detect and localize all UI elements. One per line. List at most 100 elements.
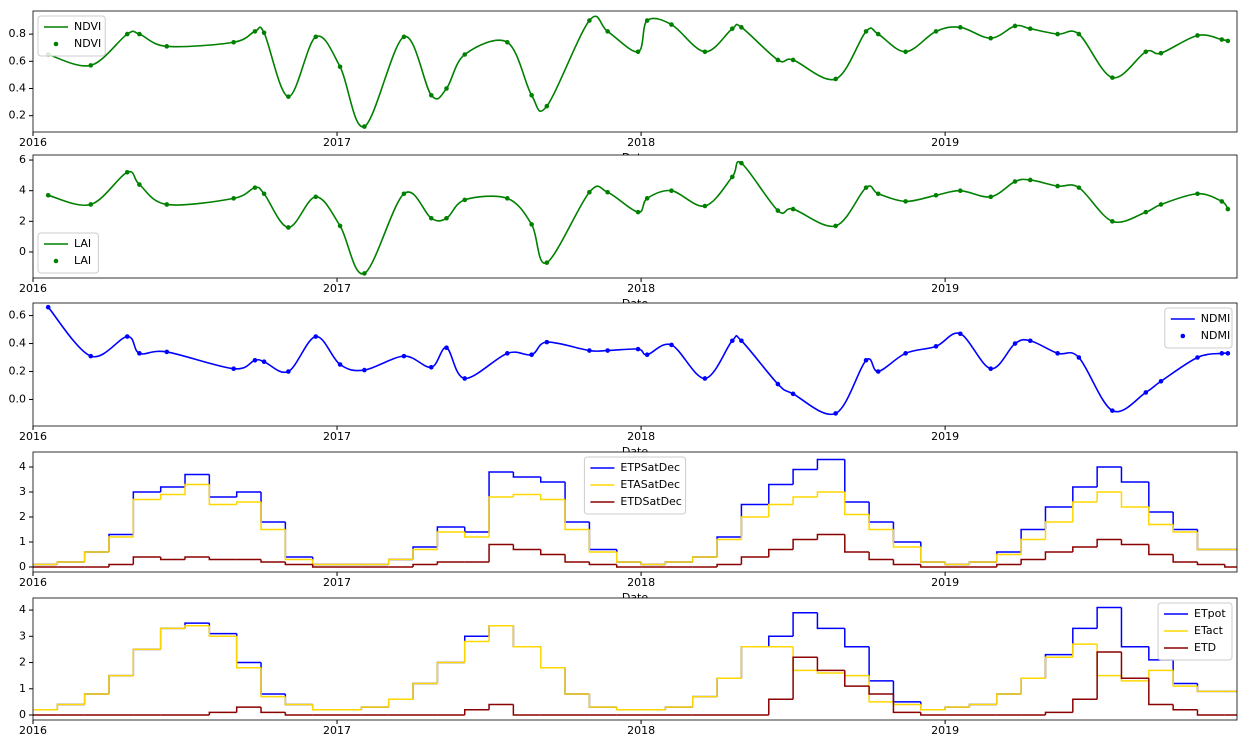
- step-segment: [512, 493, 541, 497]
- plot-area: [45, 160, 1231, 276]
- step-segment: [892, 694, 921, 714]
- step-segment: [184, 473, 210, 487]
- data-point: [863, 29, 869, 34]
- data-point: [45, 192, 51, 198]
- step-segment: [132, 556, 161, 565]
- step-segment: [1172, 524, 1198, 533]
- legend-box: [583, 456, 687, 515]
- y-tick-label: 0.6: [9, 54, 27, 67]
- x-tick-label: 2018: [627, 430, 655, 443]
- x-tick-label: 2017: [323, 430, 351, 443]
- data-point: [164, 44, 170, 49]
- data-point: [775, 381, 781, 387]
- legend-label: NDMI: [1201, 312, 1230, 325]
- step-segment: [412, 548, 438, 560]
- data-point: [462, 197, 468, 203]
- data-point: [702, 203, 708, 209]
- step-segment: [387, 698, 414, 708]
- x-tick-label: 2017: [323, 576, 351, 589]
- panel-frame: [32, 597, 1238, 721]
- step-segment: [235, 706, 262, 713]
- y-tick-label: 4: [19, 603, 26, 616]
- x-tick-label: 2016: [19, 136, 47, 149]
- step-segment: [436, 561, 465, 565]
- step-segment: [132, 498, 161, 537]
- step-segment: [260, 559, 286, 563]
- data-point: [231, 39, 236, 45]
- data-line: [47, 306, 1228, 416]
- step-segment: [1096, 466, 1122, 487]
- step-segment: [1120, 467, 1149, 483]
- legend-label: ETD: [1194, 641, 1216, 654]
- step-segment: [1020, 558, 1046, 565]
- step-segment: [768, 548, 794, 557]
- step-segment: [588, 562, 617, 566]
- data-point: [669, 22, 674, 27]
- data-point: [1225, 38, 1231, 44]
- step-segment: [792, 468, 818, 485]
- data-point: [875, 191, 881, 197]
- step-segment: [260, 707, 286, 714]
- step-segment: [387, 558, 414, 565]
- data-point: [164, 349, 170, 355]
- data-point: [462, 376, 468, 381]
- y-tick-label: 0: [19, 560, 26, 573]
- data-point: [669, 342, 674, 348]
- legend: NDVI NDVI: [37, 15, 106, 57]
- data-point: [1076, 355, 1082, 360]
- step-segment: [616, 707, 642, 711]
- data-point: [137, 351, 142, 356]
- y-tick-label: 0.4: [9, 337, 27, 350]
- data-point: [933, 29, 939, 34]
- step-segment: [284, 529, 313, 561]
- step-segment: [539, 646, 566, 669]
- data-point: [702, 49, 708, 55]
- data-point: [635, 209, 641, 215]
- data-point: [252, 185, 258, 190]
- step-segment: [1096, 606, 1122, 629]
- step-segment: [1172, 554, 1198, 563]
- step-segment: [920, 712, 946, 716]
- data-point: [958, 188, 963, 193]
- step-segment: [564, 499, 590, 531]
- step-segment: [235, 491, 262, 497]
- panel-frame: [32, 451, 1238, 573]
- data-point: [252, 358, 258, 363]
- legend-label: NDMI: [1201, 329, 1230, 342]
- step-segment: [1072, 501, 1098, 522]
- data-point: [790, 206, 796, 212]
- plot-area: [45, 304, 1231, 416]
- step-segment: [1148, 507, 1174, 526]
- data-point: [261, 30, 267, 36]
- y-tick-label: 0.2: [9, 109, 27, 122]
- step-segment: [1044, 656, 1073, 679]
- data-point: [313, 194, 319, 200]
- data-point: [444, 345, 449, 351]
- step-segment: [159, 557, 186, 561]
- step-segment: [716, 538, 742, 557]
- step-segment: [1096, 491, 1122, 502]
- data-point: [337, 362, 343, 367]
- data-point: [505, 196, 510, 201]
- legend-label: LAI: [74, 254, 91, 267]
- data-point: [428, 92, 434, 98]
- step-segment: [1020, 677, 1046, 695]
- step-segment: [184, 556, 210, 560]
- data-point: [903, 49, 908, 55]
- data-point: [1027, 26, 1033, 31]
- data-point: [1076, 31, 1082, 37]
- data-point: [124, 31, 130, 37]
- data-point: [833, 223, 838, 229]
- step-segment: [944, 562, 970, 566]
- legend: LAI LAI: [37, 232, 99, 274]
- y-tick-label: 0.8: [9, 27, 27, 40]
- step-segment: [588, 694, 617, 708]
- step-segment: [1072, 698, 1098, 713]
- data-point: [729, 174, 735, 180]
- data-point: [88, 63, 94, 68]
- step-segment: [844, 670, 870, 687]
- data-point: [1143, 390, 1149, 395]
- step-segment: [1072, 486, 1098, 507]
- step-segment: [664, 561, 693, 565]
- x-tick-label: 2016: [19, 282, 47, 295]
